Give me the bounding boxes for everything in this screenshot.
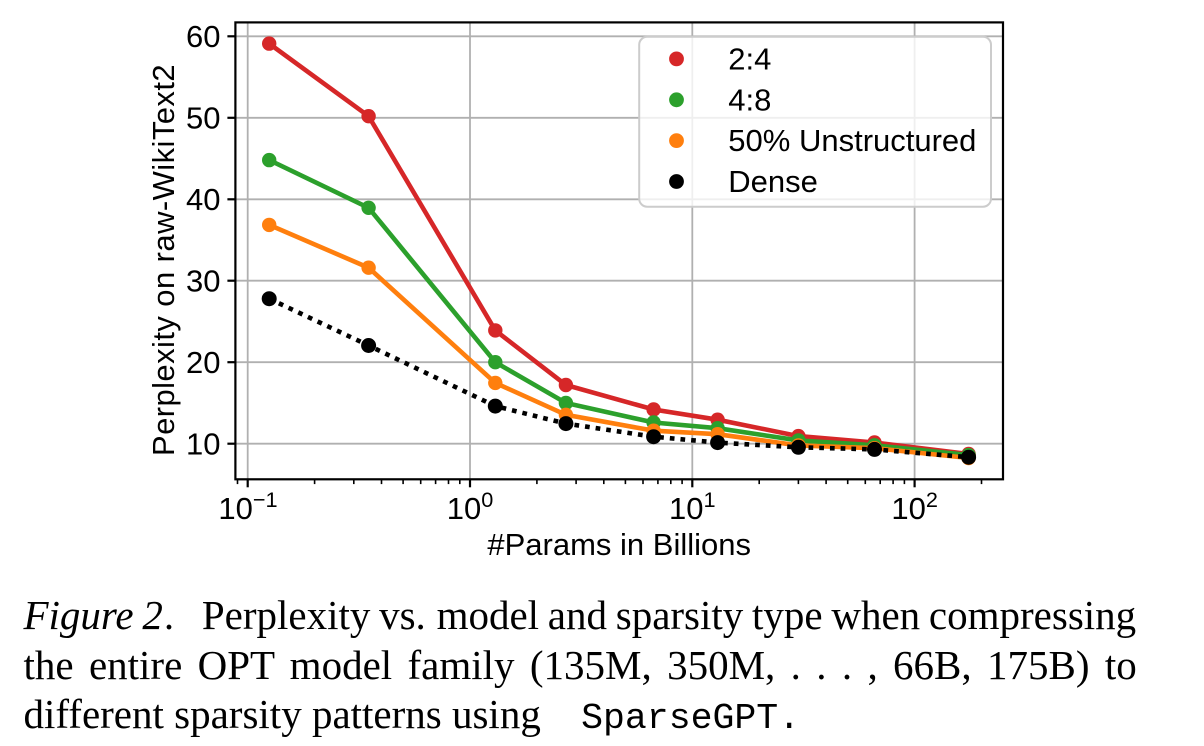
svg-text:#Params in Billions: #Params in Billions — [487, 527, 751, 562]
svg-text:Dense: Dense — [728, 164, 818, 199]
svg-text:10: 10 — [891, 491, 925, 526]
svg-text:10: 10 — [186, 426, 220, 461]
svg-text:10: 10 — [669, 491, 703, 526]
svg-text:−1: −1 — [253, 487, 278, 512]
svg-text:40: 40 — [186, 182, 220, 217]
svg-text:2: 2 — [926, 487, 938, 512]
svg-text:50: 50 — [186, 100, 220, 135]
svg-text:20: 20 — [186, 345, 220, 380]
svg-text:0: 0 — [481, 487, 493, 512]
svg-text:30: 30 — [186, 263, 220, 298]
svg-text:1: 1 — [704, 487, 716, 512]
svg-text:10: 10 — [447, 491, 481, 526]
svg-text:Perplexity on raw-WikiText2: Perplexity on raw-WikiText2 — [146, 64, 181, 456]
svg-text:60: 60 — [186, 19, 220, 54]
svg-text:50% Unstructured: 50% Unstructured — [728, 123, 976, 158]
svg-text:2:4: 2:4 — [728, 42, 771, 77]
svg-text:4:8: 4:8 — [728, 82, 771, 117]
svg-text:10: 10 — [218, 491, 252, 526]
